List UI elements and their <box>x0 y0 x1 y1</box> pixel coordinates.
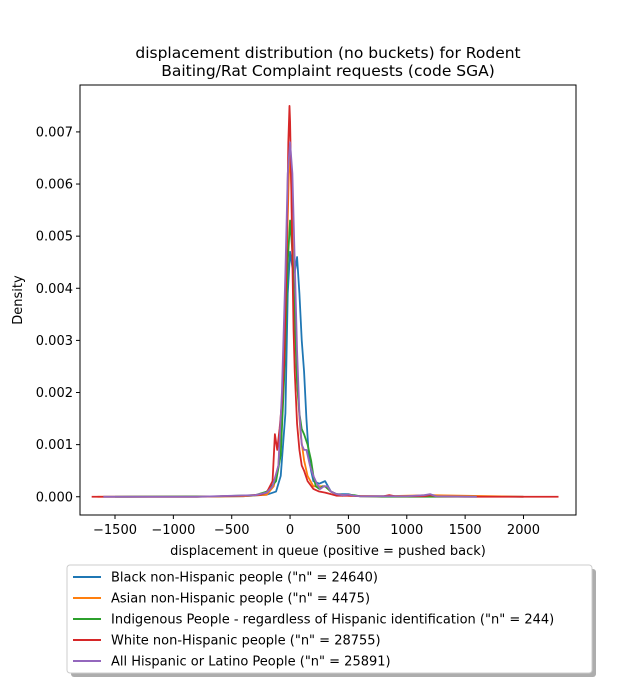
y-tick-label: 0.000 <box>36 490 73 505</box>
x-tick-label: 2000 <box>507 523 540 538</box>
x-tick-label: 500 <box>336 523 361 538</box>
plot-frame <box>79 84 577 516</box>
y-tick-label: 0.001 <box>36 438 73 453</box>
legend: Black non-Hispanic people ("n" = 24640) A… <box>66 564 596 677</box>
y-tick-label: 0.006 <box>36 178 73 193</box>
x-tick-label: 1500 <box>449 523 482 538</box>
x-tick-label: 1000 <box>390 523 423 538</box>
x-tick-label: −1500 <box>93 523 137 538</box>
legend-label-4: All Hispanic or Latino People ("n" = 258… <box>111 655 391 670</box>
series-line-4 <box>103 141 477 498</box>
x-tick-label: −500 <box>214 523 250 538</box>
chart-title-line-2: Baiting/Rat Complaint requests (code SGA… <box>161 62 495 80</box>
y-tick-label: 0.002 <box>36 386 73 401</box>
y-axis-ticks: 0.000 0.001 0.002 0.003 0.004 0.005 0.006 0.007 <box>36 125 80 505</box>
legend-label-2: Indigenous People - regardless of Hispan… <box>111 613 554 628</box>
chart-title-line-1: displacement distribution (no buckets) f… <box>135 44 520 62</box>
legend-label-3: White non-Hispanic people ("n" = 28755) <box>111 634 381 649</box>
y-tick-label: 0.003 <box>36 334 73 349</box>
y-tick-label: 0.007 <box>36 125 73 140</box>
x-tick-label: 0 <box>286 523 294 538</box>
x-axis-label: displacement in queue (positive = pushed… <box>170 544 486 559</box>
x-axis-ticks: −1500 −1000 −500 0 500 1000 1500 2000 <box>93 515 540 538</box>
legend-label-1: Asian non-Hispanic people ("n" = 4475) <box>111 592 370 607</box>
y-axis-label: Density <box>11 275 26 325</box>
legend-items: Black non-Hispanic people ("n" = 24640) A… <box>73 571 554 670</box>
legend-box <box>66 564 593 674</box>
series-layer <box>91 104 559 498</box>
x-tick-label: −1000 <box>151 523 195 538</box>
y-tick-label: 0.004 <box>36 282 73 297</box>
legend-label-0: Black non-Hispanic people ("n" = 24640) <box>111 571 378 586</box>
y-tick-label: 0.005 <box>36 230 73 245</box>
